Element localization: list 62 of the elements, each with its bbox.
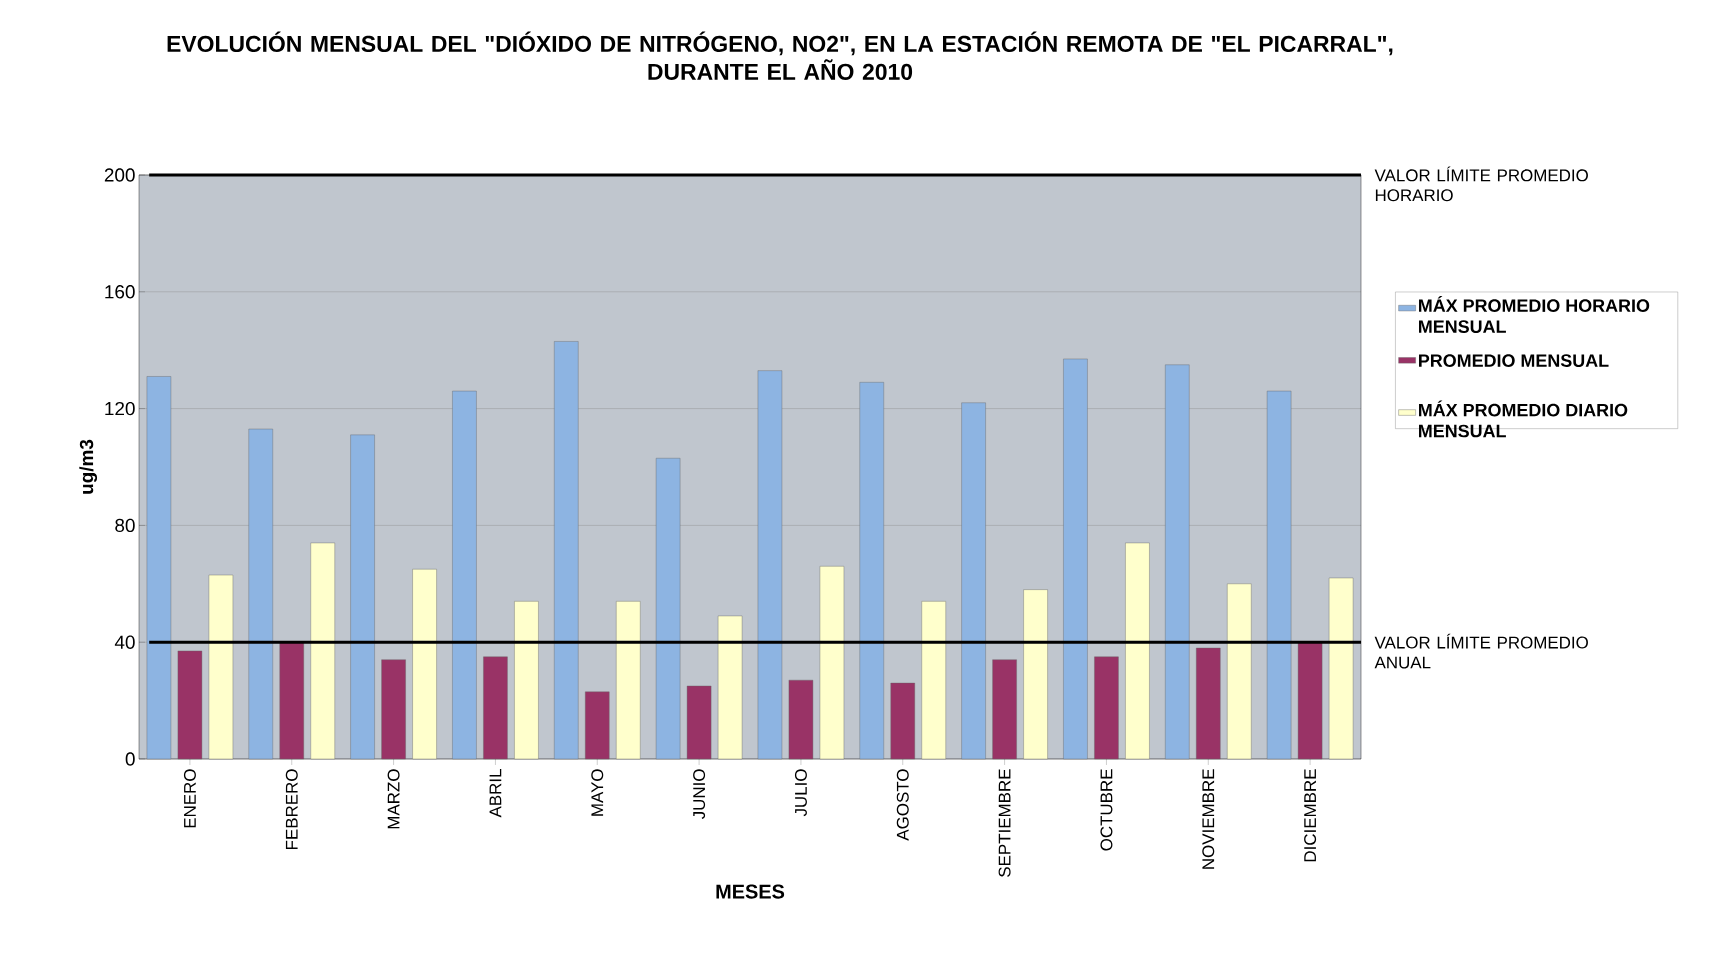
bar <box>1063 358 1088 760</box>
ref-line-label: VALOR LÍMITE PROMEDIO HORARIO <box>1374 166 1588 202</box>
x-axis-title: MESES <box>716 884 785 899</box>
bar <box>1165 364 1190 760</box>
x-tick-label: NOVIEMBRE <box>1202 769 1215 869</box>
bar <box>1094 656 1119 760</box>
bar <box>452 390 477 760</box>
x-tick-label: ABRIL <box>489 769 502 818</box>
bar <box>788 679 814 760</box>
x-tick-label: ENERO <box>183 769 196 828</box>
bar <box>350 434 375 760</box>
bar <box>483 656 508 760</box>
bar <box>686 685 712 760</box>
chart-title: EVOLUCIÓN MENSUAL DEL "DIÓXIDO DE NITRÓGENO, NO2", EN LA ESTACIÓN REMOTA DE "EL PICARRAL", DURANTE EL AÑO 2010 <box>167 31 1393 80</box>
y-tick-label: 120 <box>105 401 135 416</box>
bar <box>1297 641 1323 760</box>
x-tick-label: OCTUBRE <box>1100 769 1113 851</box>
legend-label: PROMEDIO MENSUAL <box>1419 354 1609 367</box>
ref-line-label: VALOR LÍMITE PROMEDIO ANUAL <box>1374 633 1588 669</box>
bar <box>717 615 743 760</box>
bar <box>412 568 437 760</box>
x-tick-label: JULIO <box>794 769 807 817</box>
bar <box>177 650 203 760</box>
bar <box>992 659 1017 760</box>
x-tick-label: AGOSTO <box>896 769 909 841</box>
bar <box>146 376 172 760</box>
x-tick-label: JUNIO <box>693 769 706 820</box>
bar <box>961 402 986 760</box>
x-tick-label: SEPTIEMBRE <box>998 769 1011 877</box>
legend-label: MÁX PROMEDIO HORARIO MENSUAL <box>1419 295 1650 333</box>
bar <box>1266 390 1292 760</box>
y-tick-label: 0 <box>125 752 135 766</box>
bar <box>1196 647 1221 760</box>
y-tick-label: 160 <box>105 285 135 299</box>
bar <box>859 382 884 760</box>
bar <box>279 641 304 760</box>
y-tick-label: 200 <box>104 168 135 182</box>
bar <box>757 370 783 760</box>
bar <box>1125 542 1150 760</box>
bar <box>208 574 234 760</box>
x-tick-label: DICIEMBRE <box>1304 769 1317 862</box>
y-tick-label: 40 <box>114 635 135 649</box>
bar <box>616 601 641 760</box>
bar <box>1328 577 1354 760</box>
bar <box>921 601 946 760</box>
y-tick-label: 80 <box>115 518 135 533</box>
x-tick-label: FEBRERO <box>285 769 298 849</box>
bar <box>890 682 915 760</box>
bar <box>554 341 579 760</box>
bar <box>819 566 845 760</box>
bar <box>655 458 681 760</box>
y-axis-title: ug/m3 <box>79 439 98 494</box>
legend-label: MÁX PROMEDIO DIARIO MENSUAL <box>1419 400 1628 438</box>
bar <box>585 691 610 760</box>
bar <box>310 542 335 760</box>
bar <box>248 428 273 760</box>
bar <box>381 659 406 760</box>
bar <box>514 601 539 760</box>
bar <box>1227 583 1252 760</box>
bar <box>1023 589 1048 760</box>
x-tick-label: MARZO <box>387 769 400 829</box>
x-tick-label: MAYO <box>591 769 604 816</box>
